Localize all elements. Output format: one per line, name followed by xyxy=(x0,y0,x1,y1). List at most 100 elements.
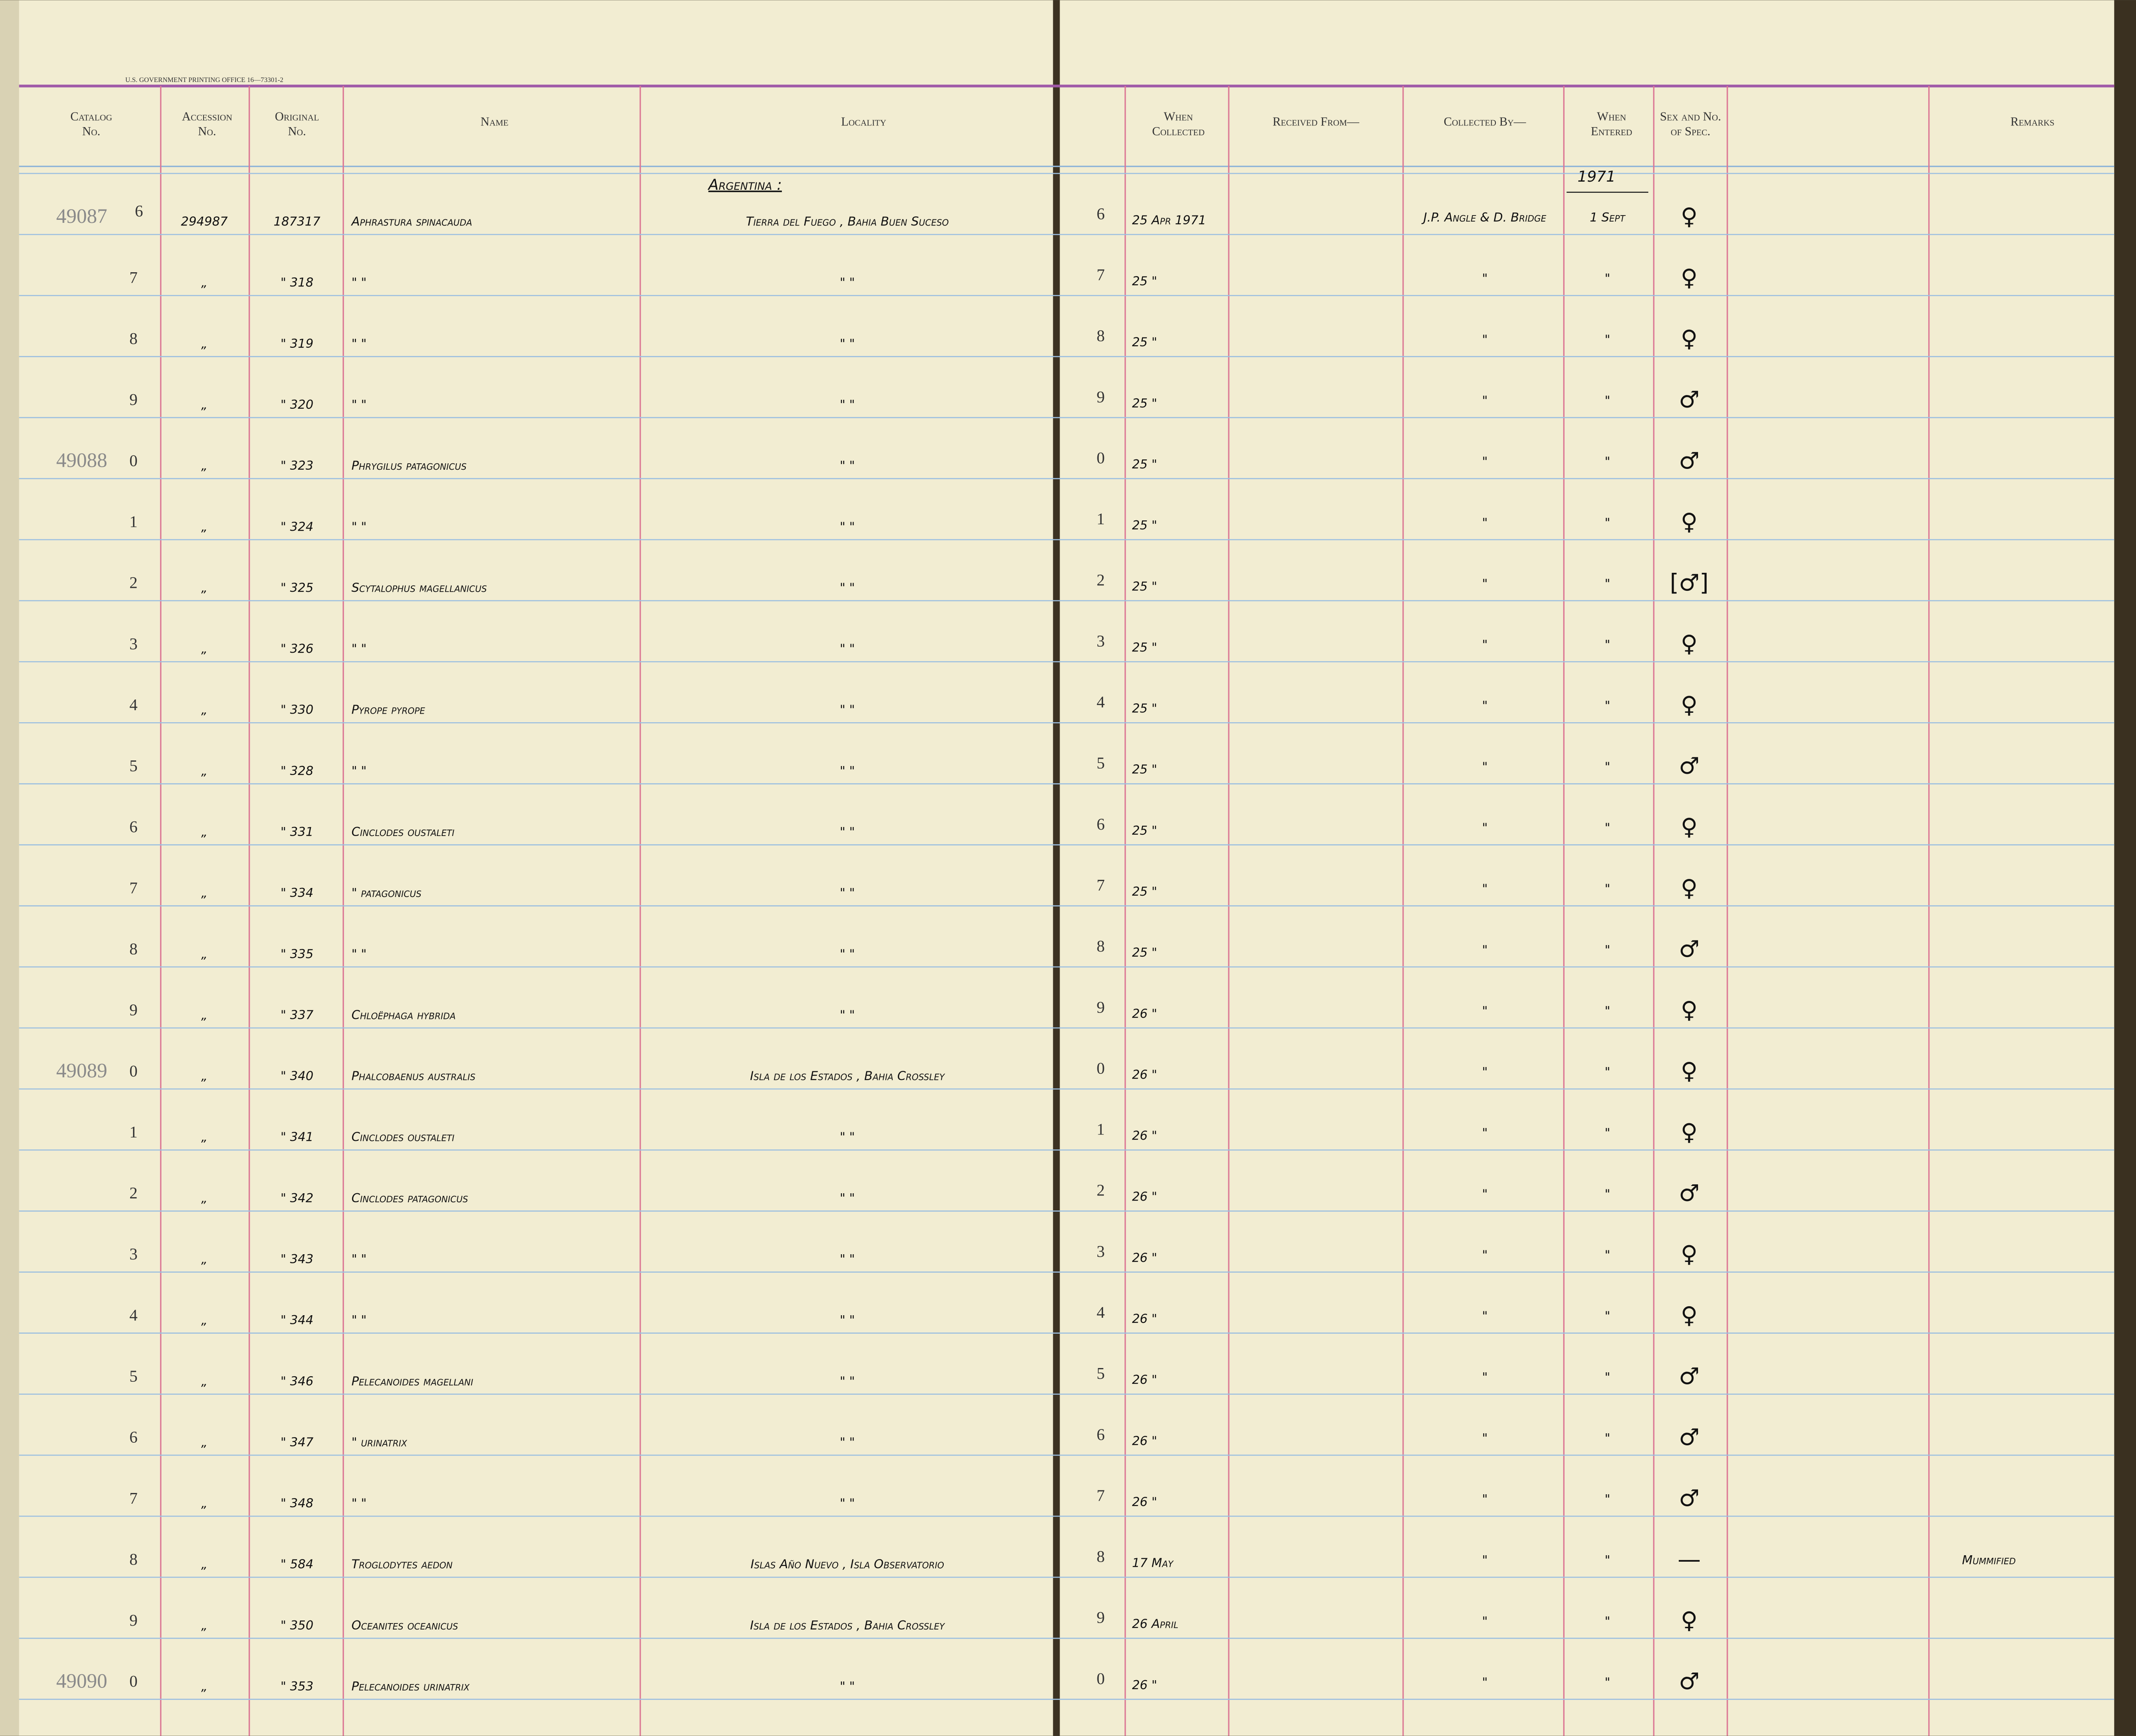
right-digit: 8 xyxy=(1097,1548,1105,1566)
accession-number: „ xyxy=(201,336,208,351)
accession-number: „ xyxy=(201,1130,208,1144)
when-collected: 25 " xyxy=(1132,457,1158,471)
sex: ♀ xyxy=(1681,691,1698,718)
collected-by: " xyxy=(1482,1309,1488,1323)
when-entered: " xyxy=(1604,1309,1610,1323)
catalog-digit: 4 xyxy=(129,1306,137,1324)
right-digit: 2 xyxy=(1097,571,1105,589)
collected-by: " xyxy=(1482,515,1488,530)
when-collected: 25 Apr 1971 xyxy=(1132,213,1206,227)
locality: " " xyxy=(840,1496,855,1511)
specimen-name: " " xyxy=(352,946,367,961)
accession-number: „ xyxy=(201,1191,208,1205)
right-digit: 6 xyxy=(1097,1426,1105,1444)
catalog-digit: 8 xyxy=(129,940,137,958)
specimen-name: " " xyxy=(352,397,367,412)
when-entered: " xyxy=(1604,454,1610,469)
sex: ♂ xyxy=(1679,1362,1699,1389)
collected-by: " xyxy=(1482,1553,1488,1567)
collected-by: " xyxy=(1482,1125,1488,1140)
locality: " " xyxy=(840,1252,855,1266)
sex: ♀ xyxy=(1681,325,1698,352)
column-header: Name xyxy=(480,116,508,129)
when-entered: " xyxy=(1604,1064,1610,1079)
when-entered: 1 Sept xyxy=(1590,210,1626,225)
specimen-name: " " xyxy=(352,1496,367,1511)
specimen-name: Phrygilus patagonicus xyxy=(352,458,467,473)
locality: " " xyxy=(840,458,855,473)
original-number: " 337 xyxy=(280,1007,313,1022)
collected-by: " xyxy=(1482,1064,1488,1079)
when-collected: 25 " xyxy=(1132,518,1158,532)
sex: ♀ xyxy=(1681,203,1698,230)
when-collected: 26 " xyxy=(1132,1189,1158,1204)
catalog-digit: 1 xyxy=(129,1123,137,1141)
catalog-digit: 0 xyxy=(129,1062,137,1080)
collected-by: " xyxy=(1482,759,1488,774)
collected-by: " xyxy=(1482,1247,1488,1262)
locality: Isla de los Estados , Bahia Crossley xyxy=(750,1069,945,1083)
when-collected: 25 " xyxy=(1132,396,1158,410)
locality: " " xyxy=(840,397,855,412)
accession-number: „ xyxy=(201,1557,208,1572)
printer-imprint: U.S. GOVERNMENT PRINTING OFFICE 16—73301… xyxy=(125,76,283,84)
collected-by: " xyxy=(1482,1003,1488,1018)
sex: [♂] xyxy=(1670,569,1708,596)
when-collected: 25 " xyxy=(1132,640,1158,654)
locality: " " xyxy=(840,641,855,656)
column-header: Locality xyxy=(841,116,886,129)
specimen-name: Chloëphaga hybrida xyxy=(352,1007,456,1022)
column-header: Received From— xyxy=(1273,116,1359,129)
sex: — xyxy=(1677,1546,1701,1573)
locality: " " xyxy=(840,580,855,595)
collected-by: " xyxy=(1482,1370,1488,1384)
locality: " " xyxy=(840,1679,855,1693)
column-header: Original No. xyxy=(275,110,319,138)
specimen-name: " urinatrix xyxy=(352,1435,408,1449)
when-entered: " xyxy=(1604,637,1610,652)
original-number: " 346 xyxy=(280,1374,313,1388)
right-digit: 9 xyxy=(1097,1609,1105,1627)
specimen-name: " " xyxy=(352,275,367,290)
right-digit: 1 xyxy=(1097,510,1105,528)
column-header: Remarks xyxy=(2011,116,2054,129)
collected-by: " xyxy=(1482,882,1488,896)
accession-number: „ xyxy=(201,1618,208,1633)
sex: ♂ xyxy=(1679,1485,1699,1512)
locality: " " xyxy=(840,885,855,900)
collected-by: " xyxy=(1482,698,1488,713)
specimen-name: " " xyxy=(352,1313,367,1327)
accession-number: „ xyxy=(201,1679,208,1693)
when-collected: 25 " xyxy=(1132,701,1158,716)
when-entered: " xyxy=(1604,1492,1610,1506)
collected-by: " xyxy=(1482,637,1488,652)
catalog-number: 49087 xyxy=(56,205,107,228)
sex: ♀ xyxy=(1681,1119,1698,1146)
when-collected: 25 " xyxy=(1132,762,1158,777)
row-lines xyxy=(19,173,2115,1700)
when-collected: 26 April xyxy=(1132,1617,1179,1631)
catalog-digit: 7 xyxy=(129,1490,137,1508)
accession-number: „ xyxy=(201,458,208,473)
original-number: " 340 xyxy=(280,1069,313,1083)
column-header: When Entered xyxy=(1591,110,1632,138)
right-digit: 3 xyxy=(1097,1243,1105,1261)
accession-number: „ xyxy=(201,1374,208,1388)
accession-number: „ xyxy=(201,1069,208,1083)
when-collected: 26 " xyxy=(1132,1678,1158,1692)
catalog-digit: 2 xyxy=(129,574,137,592)
original-number: " 342 xyxy=(280,1191,313,1205)
original-number: " 584 xyxy=(280,1557,313,1572)
when-collected: 25 " xyxy=(1132,579,1158,593)
catalog-digit: 8 xyxy=(129,1551,137,1569)
accession-number: „ xyxy=(201,397,208,412)
catalog-digit: 2 xyxy=(129,1184,137,1202)
catalog-digit: 7 xyxy=(129,269,137,287)
right-digit: 8 xyxy=(1097,937,1105,955)
catalog-digit: 8 xyxy=(129,330,137,348)
collected-by: " xyxy=(1482,1675,1488,1689)
accession-number: „ xyxy=(201,275,208,290)
accession-number: „ xyxy=(201,885,208,900)
original-number: 187317 xyxy=(273,214,320,229)
